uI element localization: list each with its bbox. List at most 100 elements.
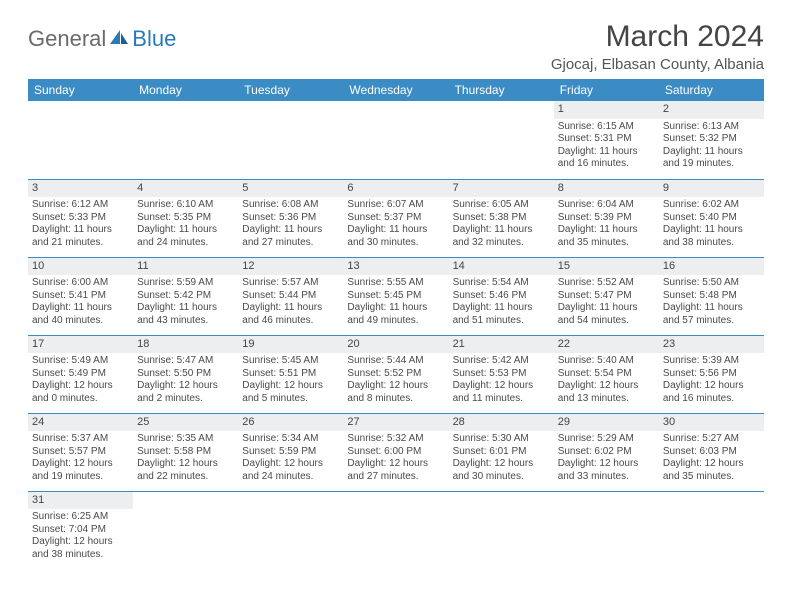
day-detail-line: Sunrise: 6:25 AM [32, 511, 129, 524]
day-details: Sunrise: 6:13 AMSunset: 5:32 PMDaylight:… [659, 119, 764, 173]
day-detail-line: Sunrise: 5:32 AM [347, 433, 444, 446]
calendar-cell: 30Sunrise: 5:27 AMSunset: 6:03 PMDayligh… [659, 413, 764, 491]
calendar-cell: 22Sunrise: 5:40 AMSunset: 5:54 PMDayligh… [554, 335, 659, 413]
day-detail-line: Daylight: 11 hours [663, 302, 760, 315]
day-detail-line: Sunset: 5:31 PM [558, 133, 655, 146]
day-detail-line: and 49 minutes. [347, 315, 444, 328]
day-detail-line: Sunset: 5:38 PM [453, 212, 550, 225]
day-detail-line: Daylight: 11 hours [347, 302, 444, 315]
day-number [659, 492, 764, 510]
day-number [133, 492, 238, 510]
calendar-cell [449, 491, 554, 569]
day-number: 22 [554, 336, 659, 354]
day-detail-line: Sunset: 5:40 PM [663, 212, 760, 225]
day-detail-line: and 21 minutes. [32, 237, 129, 250]
day-number: 7 [449, 180, 554, 198]
day-detail-line: Sunset: 5:32 PM [663, 133, 760, 146]
day-details: Sunrise: 5:29 AMSunset: 6:02 PMDaylight:… [554, 431, 659, 485]
day-number: 16 [659, 258, 764, 276]
day-detail-line: Sunset: 5:39 PM [558, 212, 655, 225]
day-number: 20 [343, 336, 448, 354]
day-number: 27 [343, 414, 448, 432]
calendar-week: 3Sunrise: 6:12 AMSunset: 5:33 PMDaylight… [28, 179, 764, 257]
day-number: 26 [238, 414, 343, 432]
day-detail-line: Daylight: 12 hours [32, 380, 129, 393]
calendar-cell: 20Sunrise: 5:44 AMSunset: 5:52 PMDayligh… [343, 335, 448, 413]
day-detail-line: Sunrise: 6:04 AM [558, 199, 655, 212]
day-detail-line: Daylight: 11 hours [242, 224, 339, 237]
day-detail-line: Daylight: 12 hours [242, 458, 339, 471]
calendar-cell [238, 101, 343, 179]
day-detail-line: Daylight: 11 hours [137, 302, 234, 315]
day-detail-line: Sunset: 5:59 PM [242, 446, 339, 459]
day-detail-line: Sunrise: 6:08 AM [242, 199, 339, 212]
day-detail-line: Sunset: 5:58 PM [137, 446, 234, 459]
day-detail-line: and 0 minutes. [32, 393, 129, 406]
day-details: Sunrise: 6:07 AMSunset: 5:37 PMDaylight:… [343, 197, 448, 251]
day-details: Sunrise: 5:44 AMSunset: 5:52 PMDaylight:… [343, 353, 448, 407]
day-detail-line: Sunrise: 6:13 AM [663, 121, 760, 134]
day-detail-line: Sunset: 5:53 PM [453, 368, 550, 381]
day-detail-line: and 24 minutes. [137, 237, 234, 250]
day-number: 13 [343, 258, 448, 276]
day-detail-line: Sunset: 5:47 PM [558, 290, 655, 303]
day-detail-line: Daylight: 12 hours [32, 536, 129, 549]
day-detail-line: Sunrise: 5:42 AM [453, 355, 550, 368]
day-detail-line: Daylight: 11 hours [32, 302, 129, 315]
day-detail-line: Sunset: 5:48 PM [663, 290, 760, 303]
calendar-week: 24Sunrise: 5:37 AMSunset: 5:57 PMDayligh… [28, 413, 764, 491]
day-detail-line: and 24 minutes. [242, 471, 339, 484]
day-detail-line: Sunset: 5:42 PM [137, 290, 234, 303]
day-details: Sunrise: 5:27 AMSunset: 6:03 PMDaylight:… [659, 431, 764, 485]
day-number: 29 [554, 414, 659, 432]
day-detail-line: Sunrise: 5:59 AM [137, 277, 234, 290]
day-detail-line: and 43 minutes. [137, 315, 234, 328]
day-details: Sunrise: 5:59 AMSunset: 5:42 PMDaylight:… [133, 275, 238, 329]
calendar-cell [28, 101, 133, 179]
day-details: Sunrise: 5:45 AMSunset: 5:51 PMDaylight:… [238, 353, 343, 407]
calendar-cell [554, 491, 659, 569]
day-detail-line: Sunset: 6:00 PM [347, 446, 444, 459]
calendar-cell: 26Sunrise: 5:34 AMSunset: 5:59 PMDayligh… [238, 413, 343, 491]
calendar-cell: 4Sunrise: 6:10 AMSunset: 5:35 PMDaylight… [133, 179, 238, 257]
day-header: Monday [133, 79, 238, 101]
day-detail-line: and 51 minutes. [453, 315, 550, 328]
calendar-cell: 11Sunrise: 5:59 AMSunset: 5:42 PMDayligh… [133, 257, 238, 335]
day-detail-line: Daylight: 11 hours [32, 224, 129, 237]
day-detail-line: Daylight: 11 hours [558, 302, 655, 315]
day-number: 2 [659, 101, 764, 119]
day-detail-line: and 5 minutes. [242, 393, 339, 406]
day-detail-line: Sunrise: 6:05 AM [453, 199, 550, 212]
day-detail-line: Sunrise: 5:30 AM [453, 433, 550, 446]
day-detail-line: Daylight: 12 hours [242, 380, 339, 393]
day-details: Sunrise: 6:04 AMSunset: 5:39 PMDaylight:… [554, 197, 659, 251]
day-detail-line: Sunrise: 5:57 AM [242, 277, 339, 290]
day-detail-line: Sunset: 5:41 PM [32, 290, 129, 303]
day-number: 18 [133, 336, 238, 354]
day-detail-line: Sunrise: 5:45 AM [242, 355, 339, 368]
calendar-cell: 25Sunrise: 5:35 AMSunset: 5:58 PMDayligh… [133, 413, 238, 491]
calendar-cell [133, 491, 238, 569]
day-detail-line: and 54 minutes. [558, 315, 655, 328]
day-number: 25 [133, 414, 238, 432]
day-details: Sunrise: 5:49 AMSunset: 5:49 PMDaylight:… [28, 353, 133, 407]
day-detail-line: and 19 minutes. [663, 158, 760, 171]
day-detail-line: Sunset: 5:57 PM [32, 446, 129, 459]
day-detail-line: and 57 minutes. [663, 315, 760, 328]
location: Gjocaj, Elbasan County, Albania [551, 56, 764, 73]
logo-text-blue: Blue [132, 26, 176, 52]
day-detail-line: Daylight: 12 hours [558, 458, 655, 471]
day-details: Sunrise: 5:55 AMSunset: 5:45 PMDaylight:… [343, 275, 448, 329]
day-number [449, 492, 554, 510]
calendar-cell: 24Sunrise: 5:37 AMSunset: 5:57 PMDayligh… [28, 413, 133, 491]
day-detail-line: Sunrise: 6:02 AM [663, 199, 760, 212]
day-detail-line: Sunset: 5:33 PM [32, 212, 129, 225]
day-number [28, 101, 133, 119]
calendar-cell: 28Sunrise: 5:30 AMSunset: 6:01 PMDayligh… [449, 413, 554, 491]
calendar-cell: 31Sunrise: 6:25 AMSunset: 7:04 PMDayligh… [28, 491, 133, 569]
day-details: Sunrise: 5:54 AMSunset: 5:46 PMDaylight:… [449, 275, 554, 329]
day-detail-line: Daylight: 11 hours [558, 146, 655, 159]
day-number [343, 101, 448, 119]
day-header-row: SundayMondayTuesdayWednesdayThursdayFrid… [28, 79, 764, 101]
day-details: Sunrise: 5:40 AMSunset: 5:54 PMDaylight:… [554, 353, 659, 407]
